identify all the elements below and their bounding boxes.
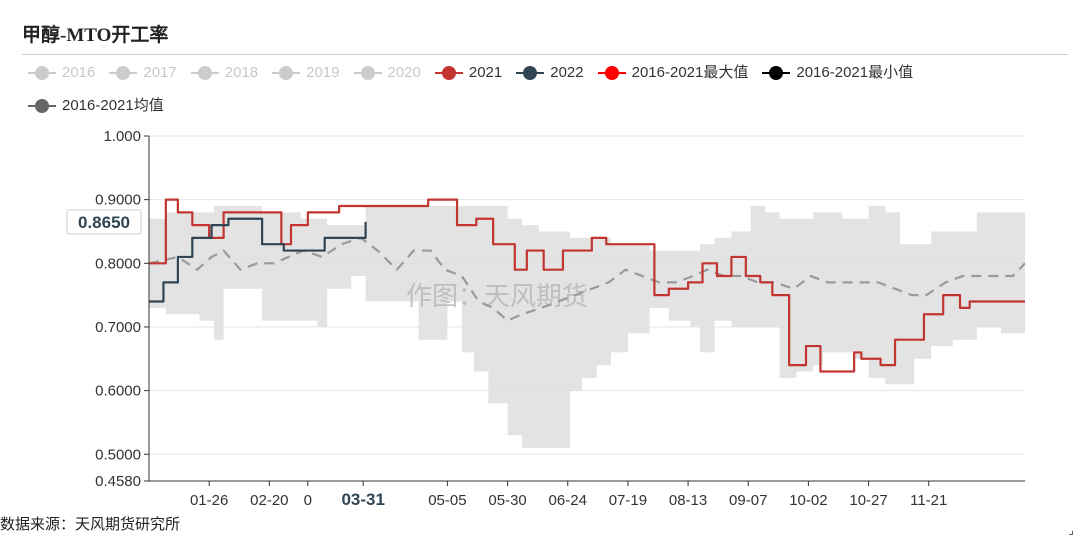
legend-marker-icon: [109, 66, 138, 80]
legend-label: 2016-2021最大值: [631, 64, 749, 81]
legend-marker-icon: [516, 66, 545, 80]
legend-label: 2018: [224, 64, 259, 81]
legend-label: 2020: [387, 64, 421, 81]
axis-layer: 1.000 0.9000 0.8000 0.7000 0.6000 0.5000 0.458…: [66, 128, 1025, 509]
x-tick-label: 02-20: [250, 492, 288, 509]
value-badge: [66, 209, 142, 235]
legend-marker-icon: [28, 99, 56, 113]
legend-item[interactable]: 2017: [109, 58, 177, 88]
legend-marker-icon: [272, 66, 301, 80]
legend-item[interactable]: 2021: [434, 58, 503, 88]
chart-legend: 2016 2017 2018 2019 2020 2021 2022 2016-2021最大值…: [28, 58, 1068, 124]
legend-item[interactable]: 2018: [190, 58, 259, 88]
chart-title: 甲醇-MTO开工率: [22, 25, 169, 46]
legend-marker-icon: [597, 66, 626, 80]
legend-item[interactable]: 2016: [28, 58, 95, 88]
source-note: 数据来源：天风期货研究所: [0, 516, 181, 533]
watermark-text: 作图：天风期货: [406, 282, 588, 312]
y-tick-label: 0.5000: [95, 446, 141, 463]
y-tick-label: 0.9000: [95, 192, 141, 209]
legend-marker-icon: [434, 66, 463, 80]
x-tick-label: 09-07: [729, 492, 767, 509]
legend-marker-icon: [762, 66, 791, 80]
y-tick-label: 0.4580: [95, 473, 141, 490]
corner-mark: ⌟: [1068, 523, 1074, 537]
title-divider: [22, 54, 1068, 55]
x-tick-label: 06-24: [549, 492, 587, 509]
legend-label: 2016: [62, 64, 96, 81]
value-badge-text: 0.8650: [78, 213, 130, 232]
watermark-layer: 作图：天风期货: [406, 282, 588, 312]
x-tick-label: 10-02: [789, 492, 827, 509]
legend-marker-icon: [28, 66, 56, 80]
legend-item[interactable]: 2016-2021最大值: [597, 58, 749, 88]
x-tick-label: 11-21: [910, 492, 947, 509]
x-tick-label: 01-26: [190, 492, 228, 509]
legend-item[interactable]: 2016-2021均值: [28, 91, 164, 121]
legend-item[interactable]: 2022: [516, 58, 584, 88]
y-tick-label: 1.000: [103, 128, 141, 145]
x-tick-label: 10-27: [849, 492, 887, 509]
legend-item[interactable]: 2020: [353, 58, 421, 88]
series-line-mean: [148, 236, 1026, 322]
y-tick-label: 0.6000: [95, 383, 141, 400]
series-layer: [148, 198, 1026, 373]
legend-item[interactable]: 2016-2021最小值: [762, 58, 913, 88]
x-tick-label: 08-13: [669, 492, 707, 509]
series-line-2022: [149, 217, 367, 303]
legend-label: 2021: [468, 64, 503, 81]
x-tick-label: 03-31: [341, 490, 384, 509]
x-tick-label: 05-05: [428, 492, 466, 509]
series-line-2021: [149, 198, 1025, 373]
legend-label: 2017: [143, 64, 177, 81]
y-tick-label: 0.8000: [95, 255, 141, 272]
x-tick-label: 05-30: [488, 492, 526, 509]
legend-label: 2016-2021均值: [62, 97, 164, 114]
legend-item[interactable]: 2019: [272, 58, 340, 88]
legend-label: 2022: [550, 64, 584, 81]
legend-label: 2016-2021最小值: [796, 64, 914, 81]
y-tick-label: 0.7000: [95, 319, 141, 336]
band-layer: [149, 206, 1025, 448]
legend-marker-icon: [353, 66, 382, 80]
legend-marker-icon: [190, 66, 219, 80]
legend-label: 2019: [306, 64, 340, 81]
x-tick-label: 0: [304, 492, 312, 509]
min-max-band: [149, 206, 1025, 448]
x-tick-label: 07-19: [609, 492, 647, 509]
